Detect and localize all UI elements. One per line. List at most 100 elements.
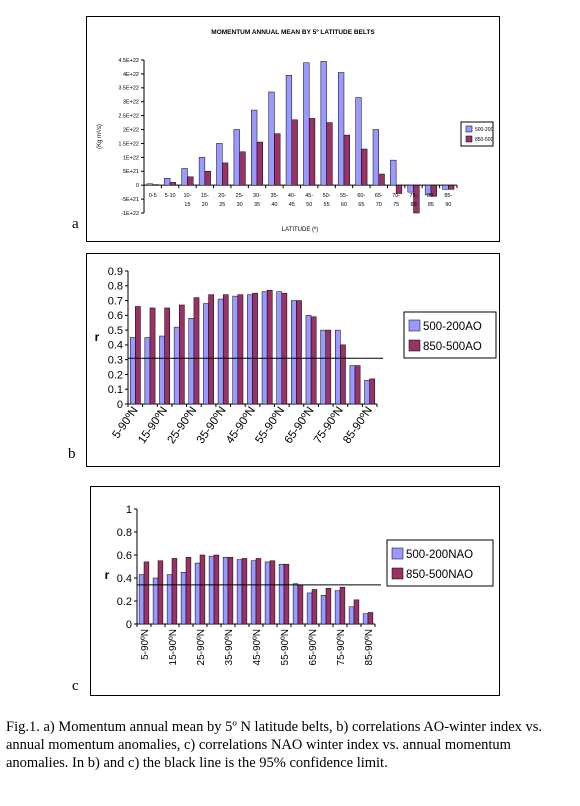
chart-b-bar-s1 — [364, 380, 370, 405]
chart-c-legend-label: 850-500NAO — [406, 569, 473, 581]
chart-a-bar-s1 — [216, 143, 223, 186]
chart-a-legend-label: 850-500 — [475, 137, 494, 143]
chart-b-y-tick-label: 0 — [117, 399, 123, 411]
chart-b-bar-s2 — [222, 294, 229, 405]
chart-a-x-tick-label: 90 — [445, 202, 451, 208]
chart-a-bar-s1 — [285, 75, 293, 186]
chart-c-y-tick-label: 0.4 — [117, 573, 132, 585]
chart-c-x-tick-label: 75-90ºN — [336, 629, 347, 665]
chart-a-x-tick-label: 30- — [253, 193, 261, 199]
chart-b-bar-s1 — [203, 303, 209, 405]
chart-a-y-tick-label: 1E+22 — [123, 155, 139, 161]
chart-b-bar-s1 — [217, 298, 224, 405]
chart-a-y-tick-label: 4E+22 — [123, 72, 139, 78]
chart-a-x-tick-label: 65- — [375, 193, 383, 199]
chart-b-bar-s1 — [276, 291, 283, 405]
chart-b-y-tick-label: 0.8 — [108, 281, 123, 293]
chart-c-x-tick-label: 65-90ºN — [308, 629, 319, 665]
chart-c: 0 0.2 0.4 0.6 0.8 1 500-200NAO 850-500NAO r 5-90º… — [105, 504, 494, 665]
chart-a-bar-s2 — [308, 118, 316, 186]
chart-a-x-tick-label: 50- — [323, 193, 331, 199]
chart-b-bar-s2 — [135, 306, 141, 405]
chart-a-bar-s1 — [337, 72, 345, 186]
chart-c-bar-s1 — [348, 606, 355, 625]
chart-b-bar-s2 — [179, 304, 185, 405]
chart-c-bar-s1 — [250, 560, 257, 625]
chart-c-legend-swatch — [391, 547, 404, 560]
chart-a-bar-s1 — [320, 61, 327, 186]
chart-c-bar-s1 — [208, 555, 215, 625]
chart-b-legend-label: 850-500AO — [423, 341, 482, 353]
chart-b-y-tick-label: 0.3 — [108, 355, 123, 367]
chart-a-y-tick-label: 3.5E+22 — [118, 86, 139, 92]
chart-c-bar-s1 — [166, 574, 173, 625]
panel-label-b: b — [68, 446, 76, 462]
chart-c-x-tick-label: 55-90ºN — [280, 629, 291, 665]
chart-b-bar-s2 — [266, 289, 273, 405]
chart-c-legend-swatch — [391, 567, 404, 580]
chart-a-legend-swatch — [465, 135, 473, 143]
chart-c-legend-box — [386, 539, 494, 587]
chart-a-bar-s2 — [413, 184, 420, 214]
chart-a-bar-s2 — [187, 176, 194, 186]
chart-b: 0 0.1 0.2 0.3 0.4 0.5 0.6 0.7 0.8 0.9 500-200AO 850… — [95, 266, 497, 446]
chart-c-bar-s2 — [241, 558, 248, 625]
chart-a-x-tick-label: 75 — [393, 202, 399, 208]
chart-b-y-tick-label: 0.4 — [108, 340, 123, 352]
chart-a-bar-s2 — [326, 122, 333, 186]
chart-c-y-tick-label: 0.8 — [117, 527, 132, 539]
chart-b-y-tick-label: 0.5 — [108, 325, 123, 337]
chart-a-x-tick-label: 35 — [254, 202, 260, 208]
chart-c-y-label: r — [105, 568, 110, 582]
chart-a-y-tick-label: 1.5E+22 — [118, 141, 139, 147]
chart-a-bar-s1 — [251, 109, 258, 186]
chart-c-bar-s2 — [157, 560, 164, 625]
chart-c-bar-s2 — [353, 599, 360, 625]
chart-a-legend-swatch — [465, 125, 473, 133]
chart-b-bar-s2 — [149, 307, 156, 405]
chart-a-bar-s1 — [442, 184, 449, 190]
chart-c-bar-s2 — [185, 557, 192, 625]
chart-a-x-tick-label: 60- — [357, 193, 365, 199]
chart-c-y-tick-label: 0 — [126, 619, 132, 631]
chart-c-bar-s2 — [297, 584, 304, 625]
chart-b-legend-swatch — [408, 319, 421, 332]
chart-b-legend-swatch — [408, 339, 421, 352]
chart-c-bar-s2 — [311, 589, 318, 625]
chart-b-bar-s2 — [369, 378, 376, 405]
chart-a-x-tick-label: 80- — [427, 193, 435, 199]
chart-a-y-tick-label: 2.5E+22 — [118, 114, 139, 120]
chart-b-bar-s2 — [164, 307, 170, 405]
chart-c-x-tick-label: 85-90ºN — [364, 629, 375, 665]
chart-a-bar-s1 — [233, 129, 240, 186]
chart-b-bar-s2 — [310, 316, 317, 405]
chart-a-x-label: LATITUDE (º) — [282, 226, 318, 233]
chart-c-legend-label: 500-200NAO — [406, 549, 473, 561]
chart-a-y-tick-label: 5E+21 — [123, 169, 139, 175]
panel-label-a: a — [72, 216, 79, 232]
chart-a-bar-s2 — [222, 162, 229, 186]
chart-b-bar-s1 — [291, 300, 297, 405]
chart-b-y-tick-label: 0.9 — [108, 266, 123, 278]
chart-a-x-tick-label: 10- — [183, 193, 191, 199]
chart-b-y-tick-label: 0.2 — [108, 369, 123, 381]
chart-a-bar-s2 — [169, 182, 177, 186]
chart-a-y-label: (Kg m²/s) — [97, 124, 103, 149]
chart-a-x-tick-label: 5-10 — [165, 193, 176, 199]
chart-c-x-tick-label: 25-90ºN — [196, 629, 207, 665]
chart-b-bar-s1 — [305, 315, 312, 405]
chart-a-title: MOMENTUM ANNUAL MEAN BY 5º LATITUDE BELT… — [211, 29, 375, 36]
chart-c-x-tick-label: 5-90ºN — [140, 629, 151, 660]
chart-c-bar-s2 — [143, 561, 150, 625]
chart-a-frame: 4.5E+22 4E+22 3.5E+22 3E+22 2.5E+22 2E+22 1.5E… — [86, 16, 500, 242]
chart-c-y-tick-label: 0.6 — [117, 550, 132, 562]
chart-a-bar-s1 — [303, 62, 310, 186]
chart-c-bar-s1 — [334, 590, 341, 625]
chart-a-x-tick-label: 85- — [444, 193, 452, 199]
chart-c-bar-s2 — [367, 612, 374, 625]
chart-a-bar-s1 — [407, 184, 414, 193]
chart-c-x-tick-label: 45-90ºN — [252, 629, 263, 665]
chart-b-bar-s2 — [354, 365, 361, 405]
chart-c-y-tick-label: 1 — [126, 504, 132, 516]
chart-c-bar-s1 — [306, 592, 313, 625]
